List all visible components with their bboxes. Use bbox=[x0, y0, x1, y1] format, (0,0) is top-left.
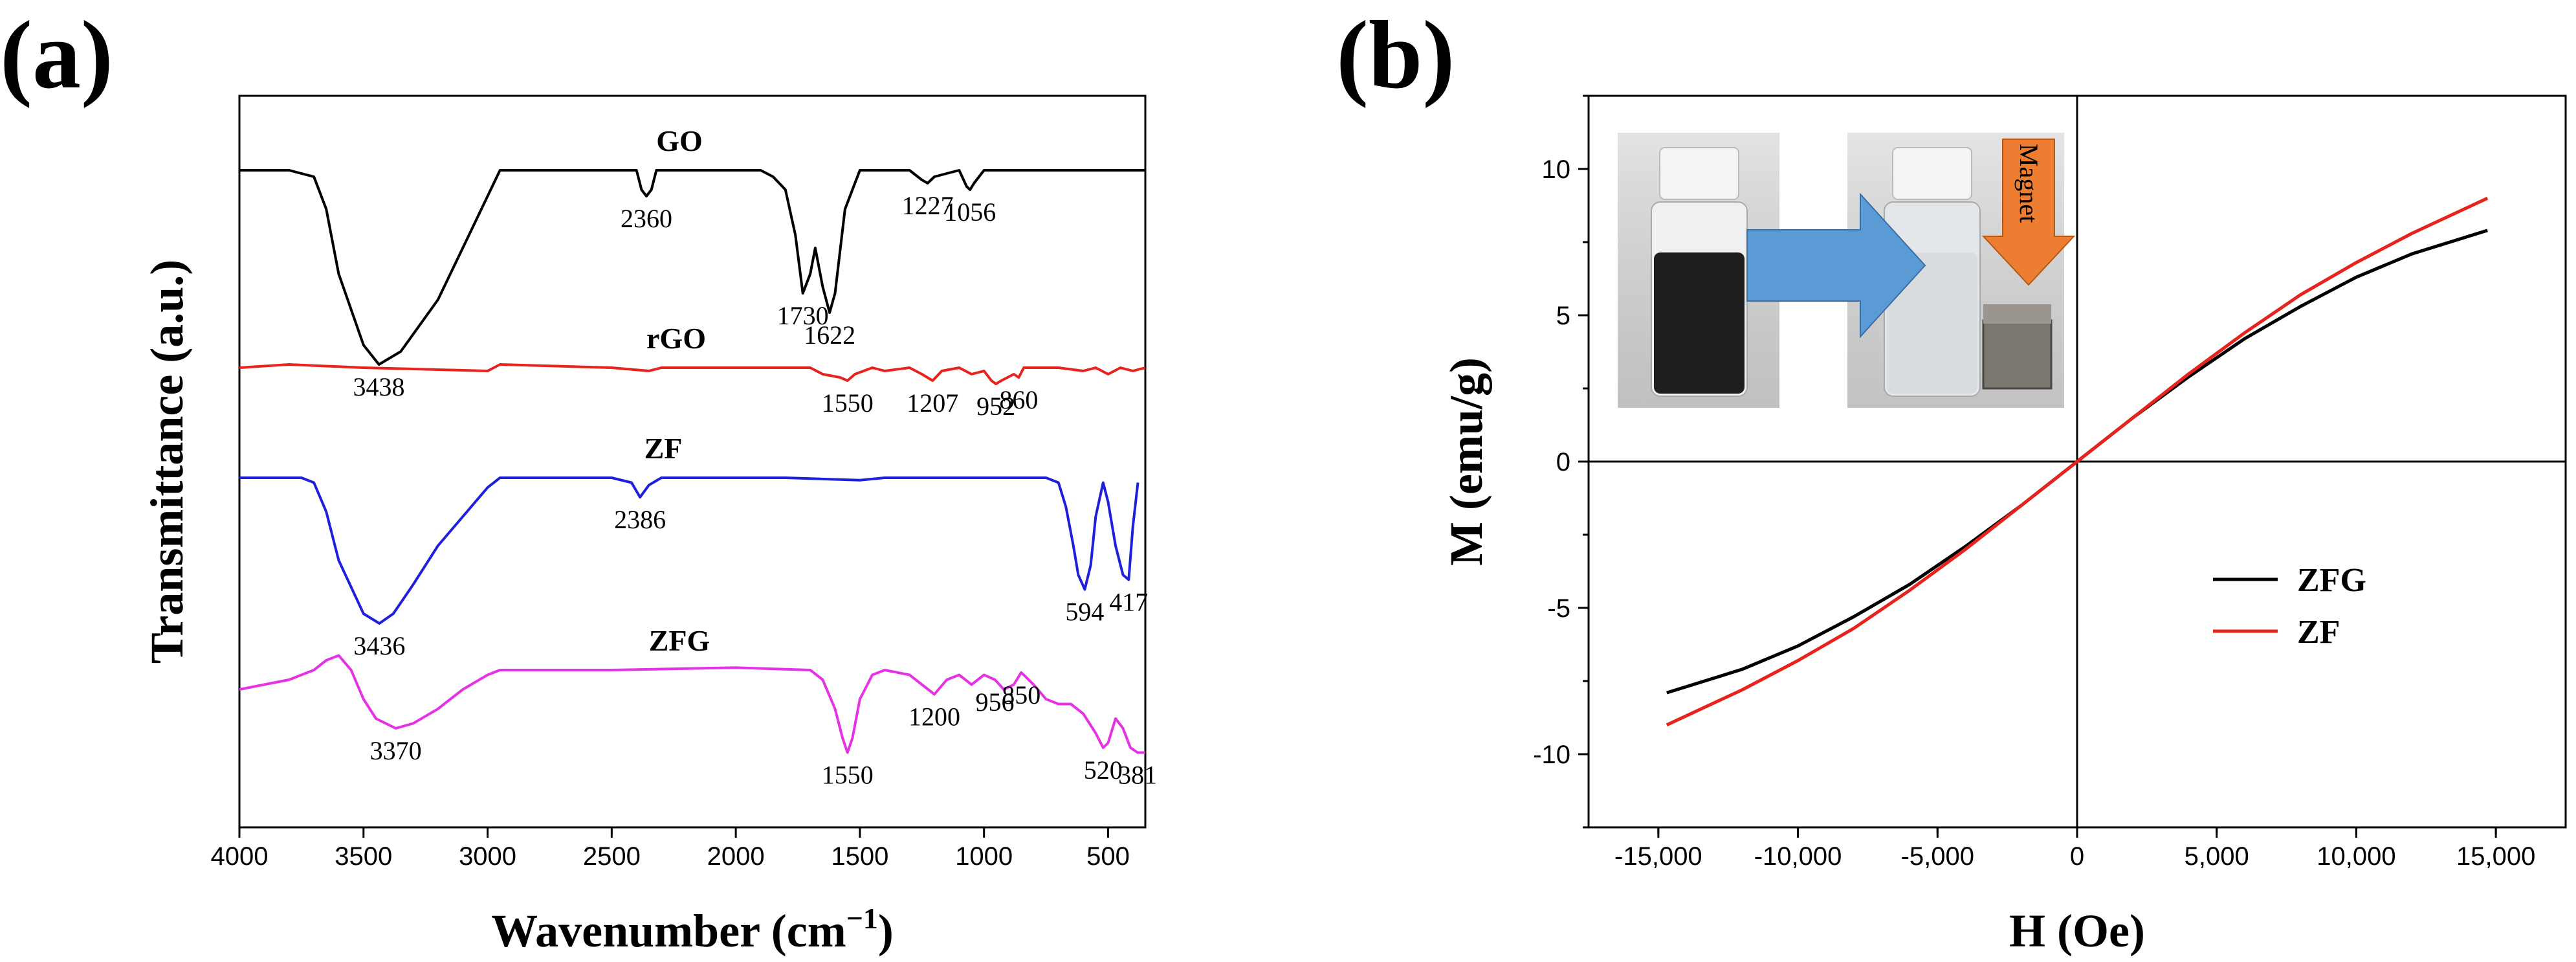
y-tick-label: 5 bbox=[1556, 302, 1570, 330]
magnet-block-top bbox=[1983, 304, 2051, 324]
x-axis-title-close: ) bbox=[878, 905, 894, 957]
panel-b: (b) -15,000 -10,000 -5,000 0 5,000 10,000 15,0… bbox=[1336, 1, 2567, 957]
right-arrow-icon bbox=[1746, 192, 1926, 339]
x-tick-label: 15,000 bbox=[2456, 842, 2535, 871]
panel-b-y-axis-title: M (emu/g) bbox=[1440, 357, 1492, 566]
series-label: ZF bbox=[644, 432, 683, 465]
panel-a-plot-frame bbox=[238, 95, 1147, 829]
peak-label: 952 bbox=[976, 392, 1015, 421]
x-axis-title-main: Wavenumber (cm bbox=[491, 905, 846, 957]
peak-label: 1550 bbox=[822, 388, 874, 418]
x-tick-label: 1500 bbox=[831, 842, 888, 871]
series-label: rGO bbox=[646, 322, 706, 355]
peak-label: 2386 bbox=[614, 505, 666, 534]
dark-dispersion bbox=[1654, 252, 1745, 394]
panel-b-series bbox=[1666, 196, 2489, 727]
legend-label-zf: ZF bbox=[2297, 614, 2340, 651]
peak-label: 1622 bbox=[804, 320, 855, 350]
y-tick-label: 0 bbox=[1556, 448, 1570, 476]
panel-a-x-ticks: 4000 3500 3000 2500 2000 1500 1000 500 bbox=[211, 827, 1130, 871]
series-line-zf bbox=[1666, 196, 2489, 727]
legend: ZFG ZF bbox=[2213, 562, 2366, 651]
peak-label: 3370 bbox=[370, 736, 422, 765]
peak-label: 850 bbox=[1002, 680, 1040, 710]
panel-a: (a) 4000 3500 3000 2500 2000 1500 1000 500 GO 34… bbox=[0, 1, 1157, 957]
x-tick-label: 2500 bbox=[583, 842, 641, 871]
panel-b-ticks: -15,000 -10,000 -5,000 0 5,000 10,000 15,000 -1… bbox=[1533, 95, 2535, 871]
x-tick-label: 1000 bbox=[955, 842, 1013, 871]
panel-a-y-axis-title: Transmittance (a.u.) bbox=[141, 260, 193, 664]
x-axis-title-superscript: −1 bbox=[846, 902, 878, 935]
x-tick-label: 500 bbox=[1086, 842, 1130, 871]
magnet-inset: Magnet bbox=[1618, 133, 2076, 408]
peak-label: 1730 bbox=[777, 301, 829, 330]
x-tick-label: -5,000 bbox=[1901, 842, 1974, 871]
series-line-zfg bbox=[239, 654, 1145, 754]
series-line-go bbox=[239, 169, 1145, 366]
panel-b-letter: (b) bbox=[1336, 1, 1455, 109]
magnet-label: Magnet bbox=[2014, 144, 2043, 223]
x-tick-label: -10,000 bbox=[1754, 842, 1842, 871]
vial-cap-icon bbox=[1659, 147, 1739, 200]
x-tick-label: 10,000 bbox=[2317, 842, 2395, 871]
series-line-rgo bbox=[239, 363, 1146, 385]
x-tick-label: 4000 bbox=[211, 842, 269, 871]
panel-b-x-axis-title: H (Oe) bbox=[2009, 905, 2145, 957]
peak-label: 594 bbox=[1065, 598, 1104, 627]
peak-label: 956 bbox=[976, 688, 1015, 717]
peak-label: 1056 bbox=[944, 197, 996, 227]
peak-label: 1227 bbox=[902, 191, 954, 220]
x-tick-label: 3000 bbox=[459, 842, 516, 871]
peak-label: 1200 bbox=[908, 702, 960, 732]
peak-label: 417 bbox=[1109, 588, 1148, 617]
peak-label: 3438 bbox=[353, 372, 405, 401]
x-tick-label: 0 bbox=[2070, 842, 2084, 871]
y-tick-label: -5 bbox=[1547, 594, 1570, 623]
peak-label: 2360 bbox=[621, 204, 672, 233]
x-tick-label: -15,000 bbox=[1614, 842, 1702, 871]
panel-a-letter: (a) bbox=[0, 1, 113, 109]
vial-cap-icon bbox=[1892, 147, 1972, 200]
y-tick-label: 10 bbox=[1542, 155, 1571, 184]
peak-label: 860 bbox=[999, 385, 1038, 414]
x-tick-label: 2000 bbox=[707, 842, 765, 871]
magnet-block-icon bbox=[1982, 319, 2053, 390]
y-tick-label: -10 bbox=[1533, 741, 1570, 769]
down-arrow-icon bbox=[1981, 139, 2076, 286]
legend-label-zfg: ZFG bbox=[2297, 562, 2366, 599]
series-label: ZFG bbox=[649, 624, 710, 657]
peak-label: 1550 bbox=[822, 761, 874, 790]
series-line-zf bbox=[239, 476, 1139, 625]
peak-label: 3436 bbox=[353, 631, 405, 660]
x-tick-label: 3500 bbox=[335, 842, 392, 871]
peak-label: 1207 bbox=[907, 388, 958, 418]
clear-solution bbox=[1887, 252, 1977, 394]
x-tick-label: 5,000 bbox=[2185, 842, 2249, 871]
panel-a-x-axis-title: Wavenumber (cm−1) bbox=[491, 902, 894, 957]
peak-label: 381 bbox=[1118, 761, 1157, 790]
panel-a-series bbox=[239, 169, 1146, 754]
peak-label: 520 bbox=[1084, 755, 1123, 785]
series-label: GO bbox=[656, 124, 703, 157]
